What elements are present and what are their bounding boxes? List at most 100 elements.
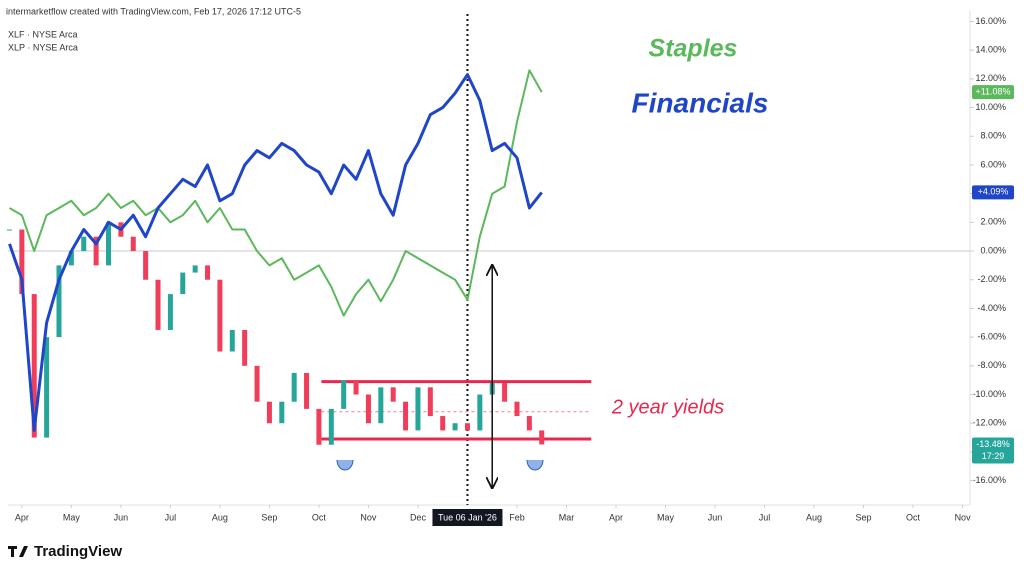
- x-tick-label: May: [63, 512, 81, 522]
- plot: [6, 14, 970, 505]
- last-value-badge: [972, 85, 1014, 100]
- x-tick-label: Sep: [856, 512, 872, 522]
- last-value-badge: [972, 437, 1014, 464]
- x-tick-label: Jul: [759, 512, 771, 522]
- x-tick-label: May: [657, 512, 675, 522]
- candle: [440, 416, 446, 431]
- candle: [180, 272, 186, 295]
- bottom-marker: [526, 459, 544, 471]
- x-tick-label: Aug: [806, 512, 822, 522]
- y-tick-label: 2.00%: [980, 217, 1006, 227]
- y-tick-label: 16.00%: [975, 16, 1006, 26]
- candle: [266, 401, 272, 424]
- x-tick-label: Nov: [360, 512, 377, 522]
- crosshair-label-bg: [432, 509, 503, 526]
- candle: [217, 279, 223, 352]
- x-tick-label: Oct: [906, 512, 921, 522]
- candle: [464, 423, 470, 431]
- candle: [328, 408, 334, 445]
- candle: [390, 387, 396, 402]
- y-tick-label: 0.00%: [980, 245, 1006, 255]
- legend-staples: Staples: [649, 35, 738, 63]
- candle: [452, 423, 458, 431]
- y-tick-label: 12.00%: [975, 73, 1006, 83]
- candle: [192, 265, 198, 273]
- candle: [341, 380, 347, 409]
- y-tick-label: 8.00%: [980, 131, 1006, 141]
- last-value-label: +11.08%: [975, 86, 1010, 96]
- crosshair-label: Tue 06 Jan '26: [438, 512, 497, 522]
- candle: [378, 387, 384, 424]
- y-tick-label: -8.00%: [977, 360, 1006, 370]
- legend-yields: 2 year yields: [611, 396, 724, 418]
- x-tick-label: Jun: [114, 512, 129, 522]
- y-tick-label: -12.00%: [972, 418, 1006, 428]
- y-tick-label: -4.00%: [977, 303, 1006, 313]
- x-tick-label: Apr: [609, 512, 623, 522]
- x-tick-label: Apr: [15, 512, 29, 522]
- symbol-label: XLF · NYSE Arca: [8, 29, 78, 39]
- x-tick-label: Oct: [312, 512, 327, 522]
- header: intermarketflow created with TradingView…: [6, 6, 301, 16]
- candle: [155, 279, 161, 330]
- candle: [31, 294, 37, 438]
- y-tick-label: 10.00%: [975, 102, 1006, 112]
- candle: [167, 294, 173, 330]
- y-tick-label: 14.00%: [975, 45, 1006, 55]
- candle: [477, 394, 483, 431]
- candle: [415, 387, 421, 431]
- candle: [427, 387, 433, 417]
- time-label: 17:29: [982, 451, 1005, 461]
- x-tick-label: Aug: [212, 512, 228, 522]
- candle: [130, 236, 136, 252]
- brand-logo: TradingView: [8, 543, 122, 560]
- y-tick-label: -2.00%: [977, 274, 1006, 284]
- brand: TradingView: [34, 543, 122, 560]
- candle: [291, 373, 297, 402]
- candle: [316, 408, 322, 445]
- series-line: [8, 69, 543, 317]
- candle: [44, 337, 50, 438]
- candle: [68, 251, 74, 266]
- candle: [81, 236, 87, 252]
- candle: [514, 401, 520, 417]
- y-tick-label: 6.00%: [980, 159, 1006, 169]
- candle: [526, 416, 532, 431]
- candle: [229, 329, 235, 352]
- candle: [304, 373, 310, 409]
- candle: [403, 401, 409, 431]
- y-tick-label: -10.00%: [972, 389, 1006, 399]
- candle: [254, 365, 260, 402]
- candle: [143, 251, 149, 280]
- candle: [106, 222, 112, 266]
- last-value-label: +4.09%: [978, 187, 1009, 197]
- candle: [539, 430, 545, 445]
- x-tick-label: Dec: [410, 512, 427, 522]
- candle: [502, 383, 508, 402]
- y-tick-label: -6.00%: [977, 332, 1006, 342]
- x-tick-label: Nov: [955, 512, 972, 522]
- symbol-label: XLP · NYSE Arca: [8, 42, 78, 52]
- candle: [242, 329, 248, 366]
- last-value-badge: [972, 185, 1014, 200]
- candle: [279, 401, 285, 424]
- bottom-marker: [336, 459, 354, 471]
- x-tick-label: Jul: [165, 512, 177, 522]
- x-tick-label: Mar: [559, 512, 575, 522]
- y-tick-label: -16.00%: [972, 475, 1006, 485]
- legend-financials: Financials: [632, 87, 769, 118]
- x-tick-label: Jun: [708, 512, 723, 522]
- x-tick-label: Sep: [261, 512, 277, 522]
- x-tick-label: Feb: [509, 512, 525, 522]
- candle: [6, 229, 12, 231]
- last-value-label: -13.48%: [976, 439, 1010, 449]
- candle: [93, 236, 99, 266]
- candle: [353, 380, 359, 395]
- candle: [19, 229, 25, 295]
- candle: [56, 265, 62, 338]
- series-line: [8, 73, 543, 432]
- candle: [365, 394, 371, 424]
